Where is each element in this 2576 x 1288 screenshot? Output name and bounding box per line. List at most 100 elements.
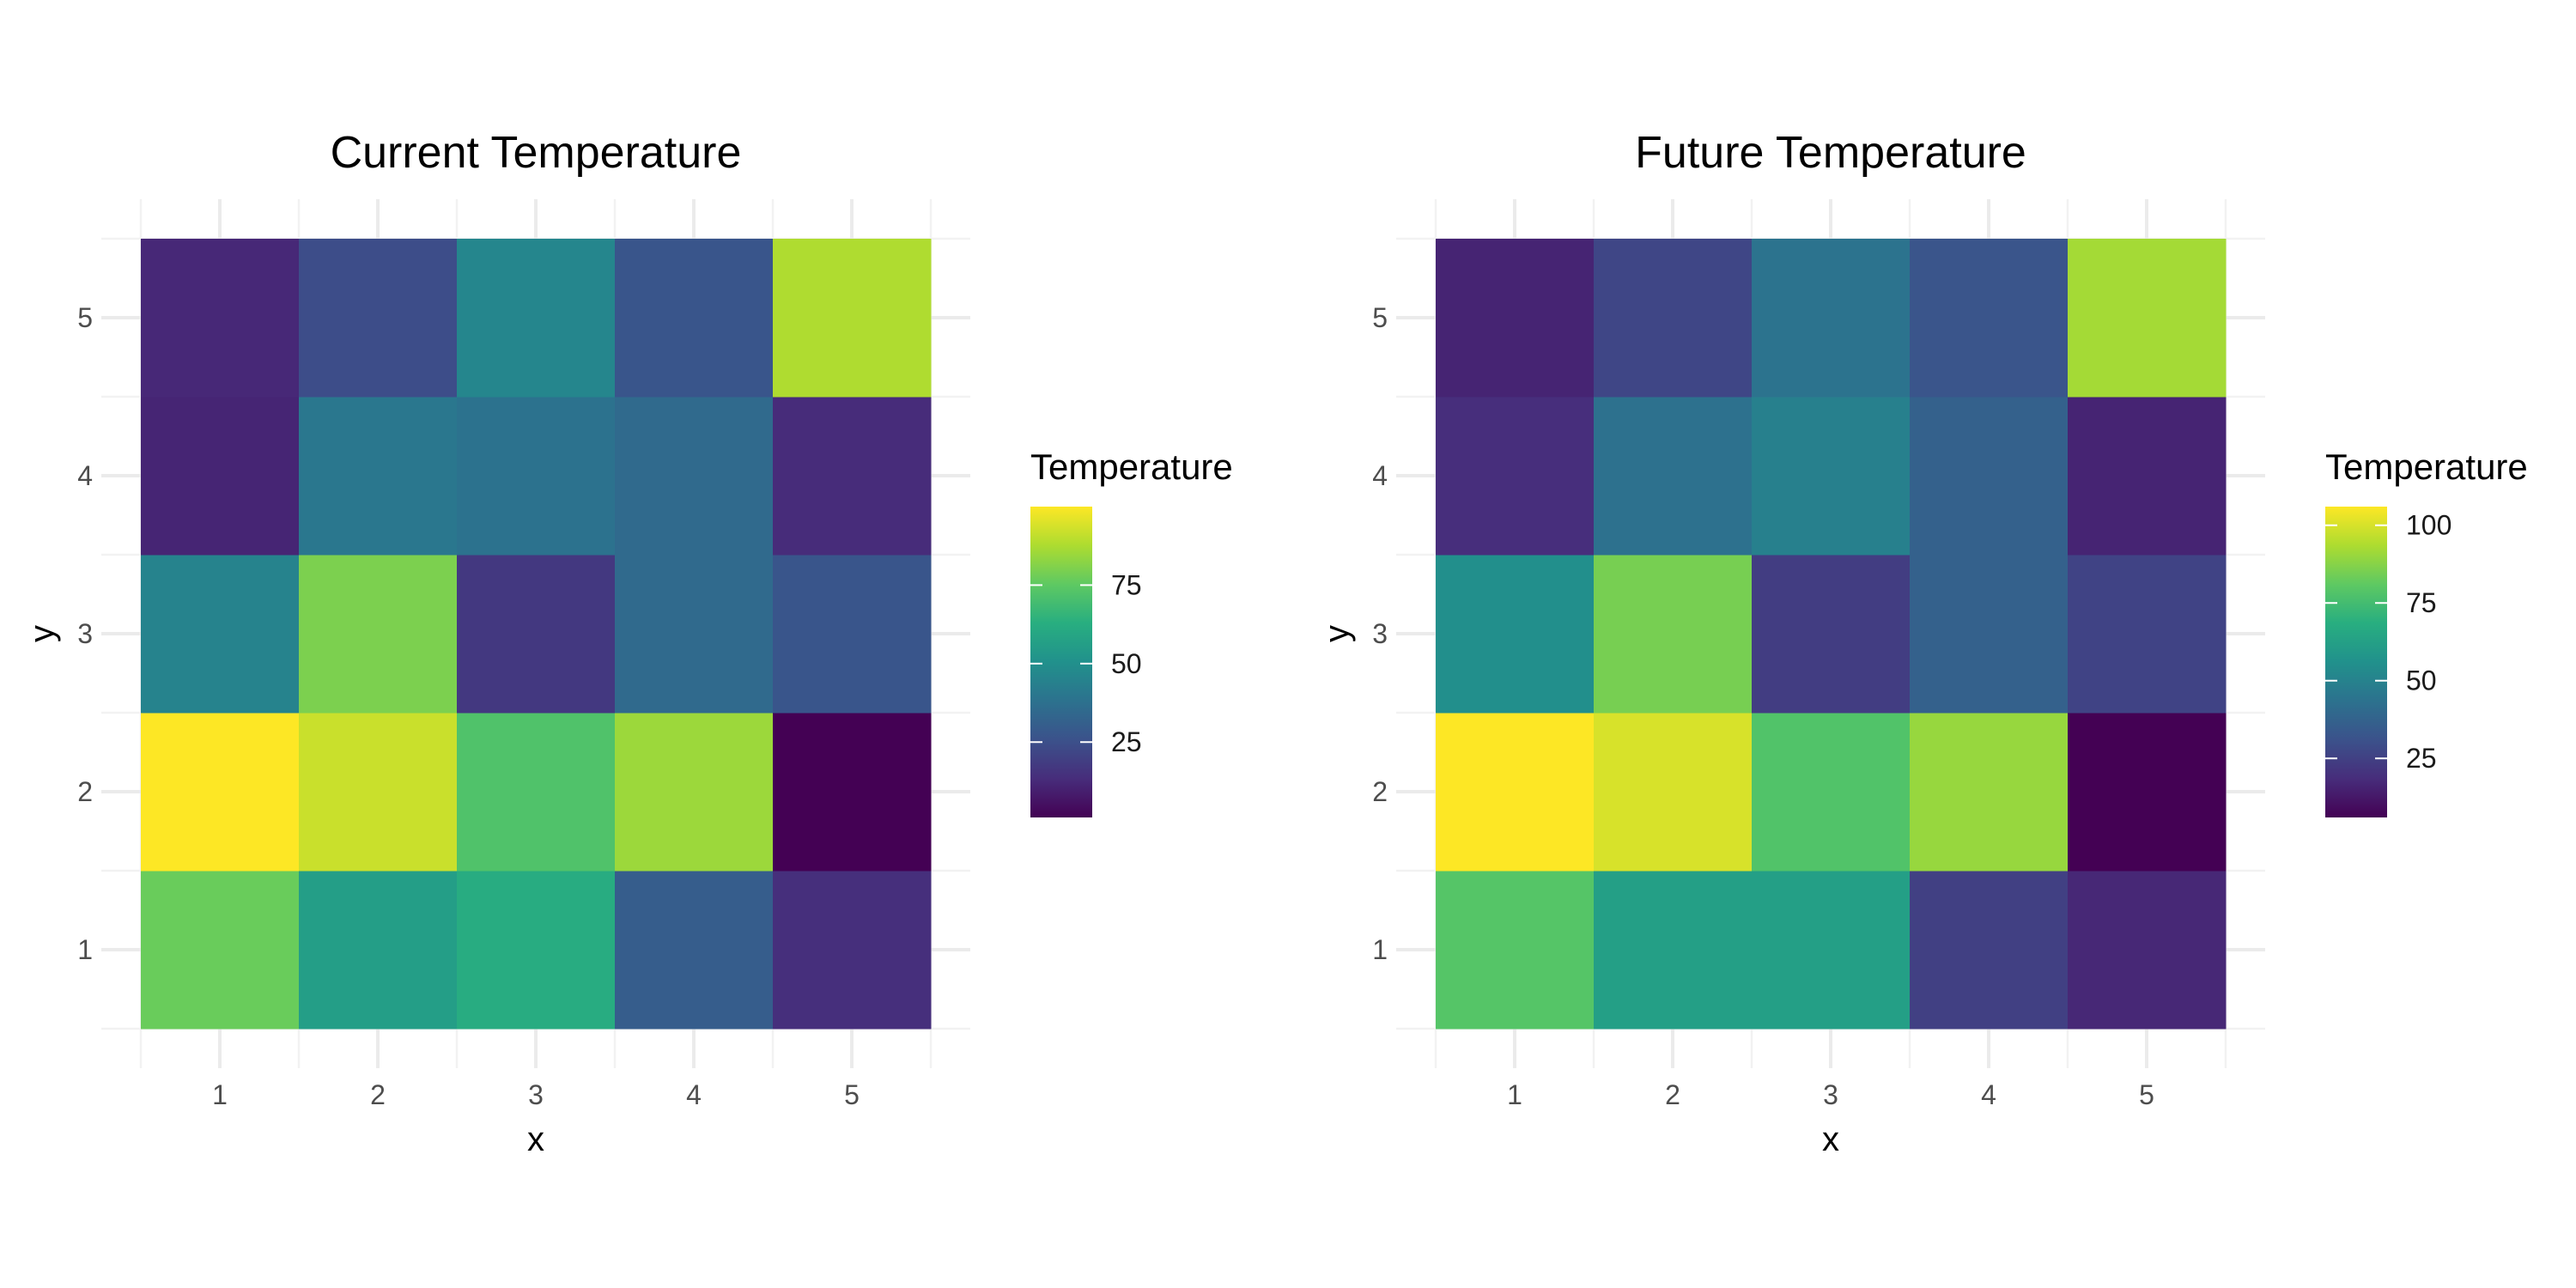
y-tick-label: 2 xyxy=(77,776,93,807)
x-axis-title: x xyxy=(527,1121,544,1158)
y-tick-label: 5 xyxy=(77,302,93,333)
heatmap-cell-x5-y3 xyxy=(773,555,932,714)
heatmap-cell-x1-y5 xyxy=(1436,239,1595,398)
y-tick-label: 1 xyxy=(1372,934,1388,965)
heatmap-cell-x4-y4 xyxy=(1910,397,2069,556)
x-axis-ticks: 1 2 3 4 5 xyxy=(1507,1079,2154,1110)
heatmap-cell-x1-y1 xyxy=(1436,871,1595,1030)
chart-title: Future Temperature xyxy=(1635,128,2026,178)
heatmap-cell-x4-y2 xyxy=(615,713,774,872)
legend-title: Temperature xyxy=(1030,447,1233,487)
x-tick-label: 2 xyxy=(1665,1079,1680,1110)
x-axis-title: x xyxy=(1822,1121,1839,1158)
heatmap-cell-x5-y1 xyxy=(773,871,932,1030)
heatmap-cell-x1-y5 xyxy=(141,239,300,398)
heatmap-cell-x1-y2 xyxy=(141,713,300,872)
heatmap-cell-x2-y5 xyxy=(299,239,458,398)
heatmap-cell-x4-y1 xyxy=(1910,871,2069,1030)
heatmap-cell-x3-y2 xyxy=(457,713,616,872)
heatmap-cell-x5-y5 xyxy=(773,239,932,398)
legend-breaks: 25 50 75 xyxy=(1030,569,1142,757)
heatmap-cell-x4-y3 xyxy=(1910,555,2069,714)
heatmap-cell-x5-y4 xyxy=(773,397,932,556)
heatmap-cell-x4-y3 xyxy=(615,555,774,714)
chart-title: Current Temperature xyxy=(331,128,742,178)
heatmap-cell-x2-y3 xyxy=(299,555,458,714)
y-axis-ticks: 1 2 3 4 5 xyxy=(77,302,93,965)
color-legend: Temperature 25 50 75 100 xyxy=(2325,447,2528,817)
heatmap-cell-x5-y4 xyxy=(2068,397,2227,556)
x-tick-label: 4 xyxy=(1981,1079,1996,1110)
legend-title: Temperature xyxy=(2325,447,2528,487)
x-tick-label: 1 xyxy=(212,1079,228,1110)
heatmap-cell-x2-y2 xyxy=(299,713,458,872)
heatmap-cell-x4-y1 xyxy=(615,871,774,1030)
heatmap-cell-x3-y4 xyxy=(457,397,616,556)
heatmap-cell-x5-y2 xyxy=(2068,713,2227,872)
color-legend: Temperature 25 50 75 xyxy=(1030,447,1233,817)
legend-break-label: 50 xyxy=(2406,665,2437,696)
legend-breaks: 25 50 75 100 xyxy=(2325,510,2451,774)
heatmap-cell-x3-y5 xyxy=(1752,239,1911,398)
heatmap-cell-x3-y4 xyxy=(1752,397,1911,556)
y-tick-label: 4 xyxy=(1372,460,1388,491)
heatmap-cell-x1-y3 xyxy=(1436,555,1595,714)
y-tick-label: 4 xyxy=(77,460,93,491)
heatmap-cell-x4-y5 xyxy=(615,239,774,398)
x-axis-ticks: 1 2 3 4 5 xyxy=(212,1079,860,1110)
legend-colorbar xyxy=(1030,507,1092,817)
heatmap-cell-x1-y3 xyxy=(141,555,300,714)
heatmap-cell-x1-y4 xyxy=(141,397,300,556)
heatmap-cell-x4-y4 xyxy=(615,397,774,556)
heatmap-cell-x2-y1 xyxy=(299,871,458,1030)
x-tick-label: 4 xyxy=(686,1079,702,1110)
heatmap-cell-x2-y2 xyxy=(1594,713,1753,872)
heatmap-cells xyxy=(1436,239,2227,1030)
x-tick-label: 5 xyxy=(844,1079,860,1110)
heatmap-cell-x5-y5 xyxy=(2068,239,2227,398)
x-tick-label: 2 xyxy=(370,1079,386,1110)
heatmap-cell-x5-y3 xyxy=(2068,555,2227,714)
heatmap-cell-x1-y4 xyxy=(1436,397,1595,556)
heatmap-cell-x4-y5 xyxy=(1910,239,2069,398)
y-tick-label: 1 xyxy=(77,934,93,965)
heatmap-cell-x5-y1 xyxy=(2068,871,2227,1030)
heatmap-cell-x3-y5 xyxy=(457,239,616,398)
heatmap-cell-x3-y2 xyxy=(1752,713,1911,872)
legend-break-label: 25 xyxy=(1111,726,1142,757)
x-tick-label: 1 xyxy=(1507,1079,1522,1110)
heatmap-cell-x2-y4 xyxy=(1594,397,1753,556)
heatmap-cell-x1-y1 xyxy=(141,871,300,1030)
heatmap-cell-x3-y1 xyxy=(457,871,616,1030)
y-axis-title: y xyxy=(1318,625,1356,642)
legend-colorbar xyxy=(2325,507,2387,817)
heatmap-cell-x2-y4 xyxy=(299,397,458,556)
heatmap-cell-x2-y3 xyxy=(1594,555,1753,714)
y-axis-title: y xyxy=(23,625,61,642)
x-tick-label: 3 xyxy=(528,1079,544,1110)
heatmap-cell-x3-y3 xyxy=(1752,555,1911,714)
legend-break-label: 75 xyxy=(2406,587,2437,618)
future-temperature-panel: Future Temperature 1 2 3 4 5 1 2 3 4 5 x y Tempe… xyxy=(1318,128,2528,1158)
heatmap-cell-x2-y5 xyxy=(1594,239,1753,398)
y-tick-label: 5 xyxy=(1372,302,1388,333)
heatmap-cells xyxy=(141,239,932,1030)
y-axis-ticks: 1 2 3 4 5 xyxy=(1372,302,1388,965)
x-tick-label: 5 xyxy=(2139,1079,2154,1110)
y-tick-label: 3 xyxy=(1372,618,1388,649)
y-tick-label: 2 xyxy=(1372,776,1388,807)
legend-break-label: 25 xyxy=(2406,743,2437,774)
y-tick-label: 3 xyxy=(77,618,93,649)
x-tick-label: 3 xyxy=(1823,1079,1838,1110)
heatmap-cell-x2-y1 xyxy=(1594,871,1753,1030)
legend-break-label: 50 xyxy=(1111,648,1142,679)
heatmap-cell-x3-y3 xyxy=(457,555,616,714)
legend-break-label: 100 xyxy=(2406,510,2451,541)
legend-break-label: 75 xyxy=(1111,569,1142,600)
heatmap-cell-x3-y1 xyxy=(1752,871,1911,1030)
current-temperature-panel: Current Temperature 1 2 3 4 5 1 2 3 4 5 x y Temp… xyxy=(23,128,1233,1158)
heatmap-cell-x5-y2 xyxy=(773,713,932,872)
heatmap-cell-x4-y2 xyxy=(1910,713,2069,872)
heatmap-cell-x1-y2 xyxy=(1436,713,1595,872)
